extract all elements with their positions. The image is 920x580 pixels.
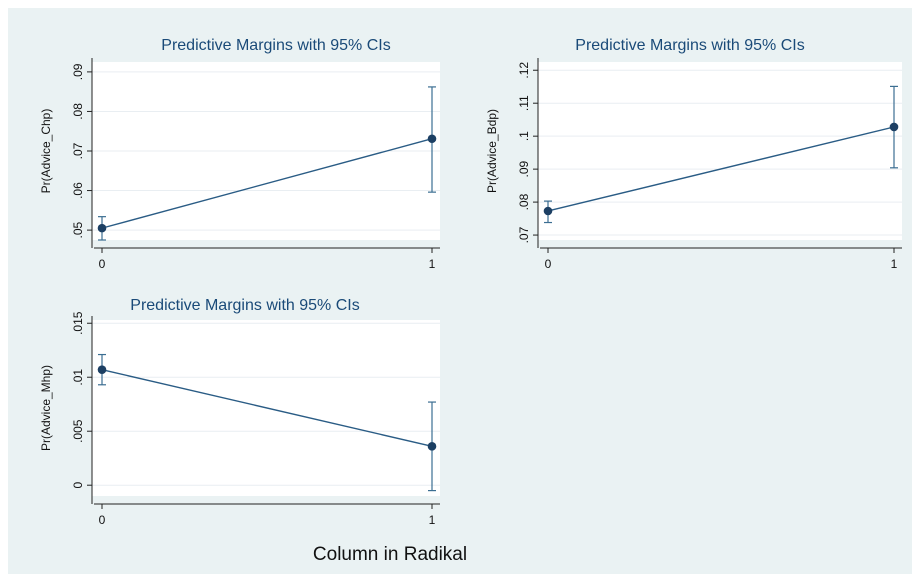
data-point [97, 365, 107, 374]
data-point [889, 122, 899, 132]
chart-title: Predictive Margins with 95% CIs [161, 37, 390, 54]
x-tick-label: 1 [429, 513, 436, 527]
x-tick-label: 1 [891, 257, 898, 271]
series-line [101, 368, 433, 448]
y-tick-label: .005 [71, 419, 85, 443]
y-tick-label: .015 [71, 311, 85, 335]
x-tick-label: 0 [99, 513, 106, 527]
y-axis-label: Pr(Advice_Mhp) [39, 365, 53, 451]
y-tick-label: .01 [71, 369, 85, 386]
y-tick-label: .08 [71, 103, 85, 120]
y-tick-label: 0 [71, 482, 85, 489]
panel-chp: .05 .06 .07 .08 .09 0 1 Predictive Margins with… [39, 37, 440, 271]
y-tick-label: .11 [517, 95, 531, 111]
data-point [543, 206, 553, 216]
y-tick-label: .09 [71, 63, 85, 80]
x-tick-label: 1 [429, 257, 436, 271]
series-line [547, 126, 895, 212]
x-tick-label: 0 [99, 257, 106, 271]
data-point [427, 442, 437, 451]
data-point [97, 223, 107, 233]
y-tick-label: .08 [517, 193, 531, 210]
y-tick-label: .12 [517, 62, 531, 79]
figure-svg: .05 .06 .07 .08 .09 0 1 Predictive Margins with… [39, 37, 902, 565]
chart-title: Predictive Margins with 95% CIs [130, 297, 359, 314]
y-tick-label: .1 [517, 131, 531, 141]
chart-title: Predictive Margins with 95% CIs [575, 37, 804, 54]
shared-x-axis-label: Column in Radikal [313, 544, 467, 565]
y-axis-label: Pr(Advice_Bdp) [485, 109, 499, 193]
x-tick-label: 0 [545, 257, 552, 271]
y-tick-label: .09 [517, 160, 531, 177]
panel-bdp: .07 .08 .09 .1 .11 .12 0 1 Predictive Margins wi… [485, 37, 902, 271]
data-point [427, 134, 437, 144]
series-line [101, 138, 433, 229]
y-tick-label: .07 [71, 142, 85, 159]
y-tick-label: .06 [71, 182, 85, 199]
y-axis-label: Pr(Advice_Chp) [39, 109, 53, 194]
y-tick-label: .07 [517, 226, 531, 243]
y-tick-label: .05 [71, 221, 85, 238]
panel-mhp: 0 .005 .01 .015 0 1 Predictive Margins with 95… [39, 297, 440, 527]
plot-area [538, 62, 902, 240]
figure: .05 .06 .07 .08 .09 0 1 Predictive Margins with… [8, 8, 912, 574]
